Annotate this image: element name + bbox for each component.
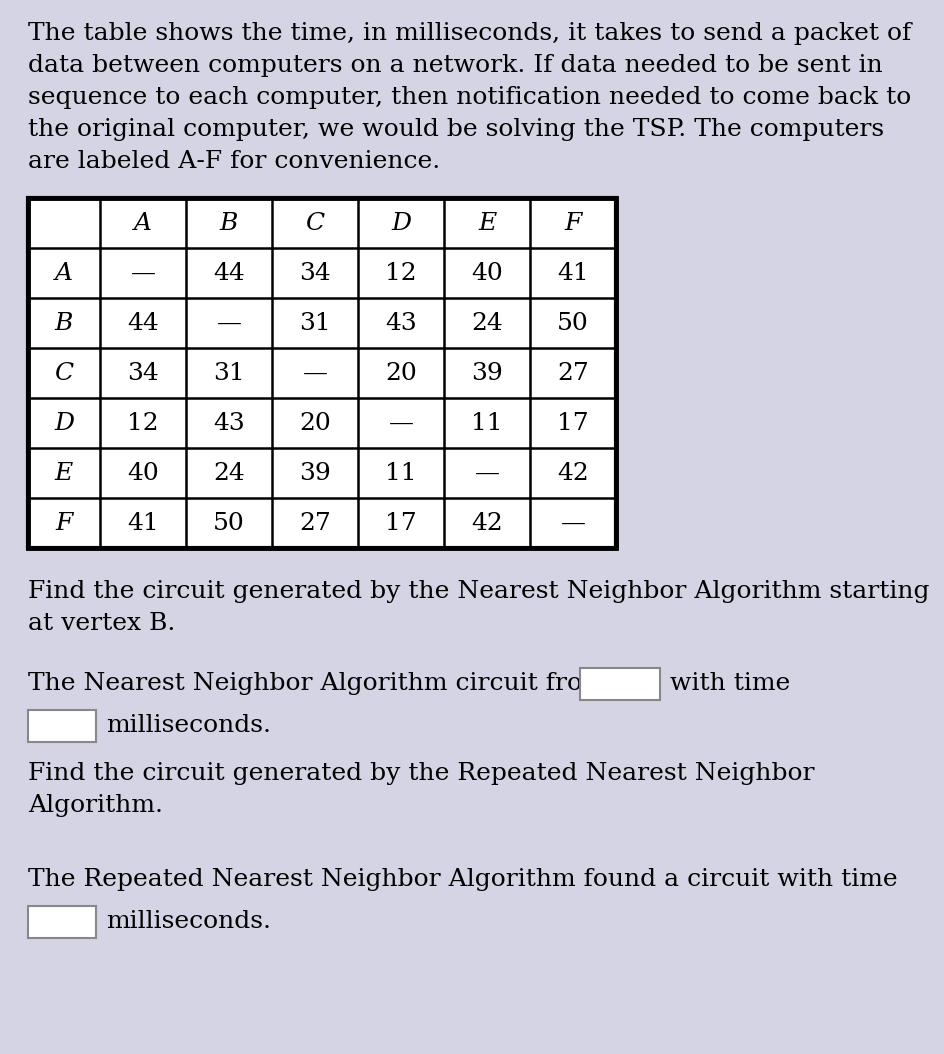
Text: 39: 39 [299,462,331,485]
Text: B: B [220,212,238,234]
Text: 42: 42 [471,511,503,534]
Text: 40: 40 [471,261,503,285]
Text: 43: 43 [213,411,244,434]
Text: The table shows the time, in milliseconds, it takes to send a packet of
data bet: The table shows the time, in millisecond… [28,22,911,173]
Text: 12: 12 [385,261,417,285]
Text: The Repeated Nearest Neighbor Algorithm found a circuit with time: The Repeated Nearest Neighbor Algorithm … [28,868,898,891]
Text: —: — [561,511,585,534]
Text: 44: 44 [213,261,244,285]
Text: with time: with time [670,672,790,695]
Text: 31: 31 [213,362,244,385]
Text: 20: 20 [385,362,417,385]
Text: 24: 24 [213,462,244,485]
Text: 17: 17 [557,411,589,434]
Text: A: A [134,212,152,234]
Text: C: C [306,212,325,234]
Bar [28,710,96,742]
Text: F: F [565,212,582,234]
Text: milliseconds.: milliseconds. [106,910,271,933]
Text: 42: 42 [557,462,589,485]
Bar [28,198,616,548]
Text: 50: 50 [557,312,589,334]
Text: 31: 31 [299,312,330,334]
Text: 11: 11 [385,462,416,485]
Text: 27: 27 [557,362,589,385]
Text: Find the circuit generated by the Nearest Neighbor Algorithm starting
at vertex : Find the circuit generated by the Neares… [28,580,930,635]
Text: Find the circuit generated by the Repeated Nearest Neighbor
Algorithm.: Find the circuit generated by the Repeat… [28,762,815,817]
Text: —: — [216,312,242,334]
Text: —: — [389,411,413,434]
Text: 34: 34 [127,362,159,385]
Text: 40: 40 [127,462,159,485]
Text: 20: 20 [299,411,331,434]
Text: D: D [391,212,411,234]
Text: A: A [55,261,73,285]
Bar [580,668,660,700]
Text: 43: 43 [385,312,417,334]
Text: 11: 11 [471,411,503,434]
Text: B: B [55,312,74,334]
Text: E: E [478,212,497,234]
Bar [28,906,96,938]
Text: The Nearest Neighbor Algorithm circuit from B is: The Nearest Neighbor Algorithm circuit f… [28,672,661,695]
Text: —: — [475,462,499,485]
Text: 34: 34 [299,261,331,285]
Text: 41: 41 [557,261,589,285]
Text: 41: 41 [127,511,159,534]
Bar [28,198,616,548]
Text: 17: 17 [385,511,417,534]
Text: F: F [56,511,73,534]
Text: milliseconds.: milliseconds. [106,714,271,737]
Text: E: E [55,462,73,485]
Text: C: C [55,362,74,385]
Text: D: D [54,411,74,434]
Text: 27: 27 [299,511,331,534]
Text: 12: 12 [127,411,159,434]
Text: —: — [302,362,328,385]
Text: 50: 50 [213,511,244,534]
Text: —: — [130,261,156,285]
Text: 39: 39 [471,362,503,385]
Text: 44: 44 [127,312,159,334]
Text: 24: 24 [471,312,503,334]
